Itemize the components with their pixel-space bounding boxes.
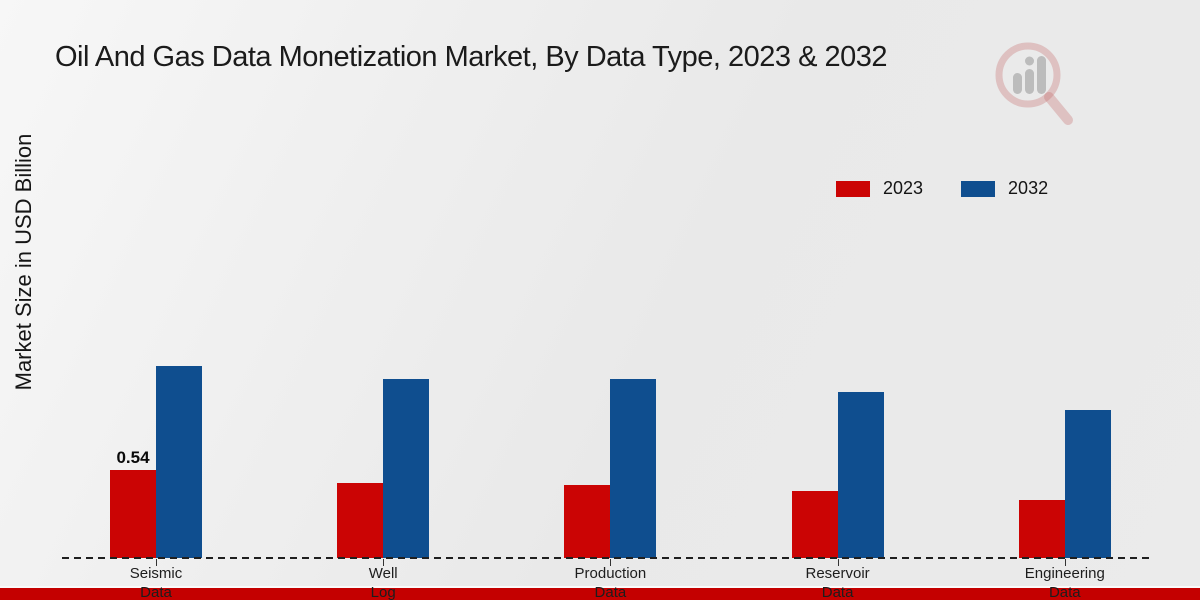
bar-2023-well-log: [337, 483, 384, 558]
bar-2032-well-log: [383, 379, 430, 558]
x-axis-tick-engineering-data: [1064, 559, 1066, 566]
legend: 2023 2032: [836, 178, 1048, 199]
x-axis-label-well-log: Well Log: [368, 565, 398, 600]
bar-2032-engineering-data: [1064, 410, 1111, 558]
legend-swatch-2023: [836, 180, 870, 197]
footer-banner: [0, 586, 1200, 600]
x-axis-tick-reservoir-data: [837, 559, 839, 566]
bar-2023-engineering-data: [1018, 499, 1065, 558]
legend-swatch-2032: [961, 180, 996, 197]
legend-item-2023: 2023: [836, 178, 923, 199]
magnifier-bar-chart-logo-watermark: [995, 42, 1073, 125]
chart-title: Oil And Gas Data Monetization Market, By…: [55, 41, 888, 73]
x-axis-label-seismic-data: Seismic Data: [129, 565, 183, 600]
x-axis-tick-production-data: [610, 559, 612, 566]
bar-2032-reservoir-data: [837, 392, 884, 558]
x-axis-baseline: [62, 557, 1153, 559]
bar-2032-seismic-data: [156, 366, 202, 558]
legend-label-2023: 2023: [883, 178, 924, 198]
x-axis-tick-well-log: [383, 559, 385, 566]
bar-2023-reservoir-data: [791, 491, 838, 558]
x-axis-tick-seismic-data: [156, 559, 157, 566]
legend-label-2032: 2032: [1008, 178, 1049, 198]
x-axis-label-production-data: Production Data: [574, 565, 647, 600]
x-axis-label-engineering-data: Engineering Data: [1024, 565, 1105, 600]
data-label-2023-seismic-data: 0.54: [116, 448, 150, 468]
x-axis-label-reservoir-data: Reservoir Data: [805, 565, 870, 600]
bar-2023-seismic-data: [110, 470, 156, 558]
bar-2023-production-data: [564, 484, 611, 558]
bar-2032-production-data: [610, 379, 657, 558]
legend-item-2032: 2032: [961, 178, 1048, 199]
